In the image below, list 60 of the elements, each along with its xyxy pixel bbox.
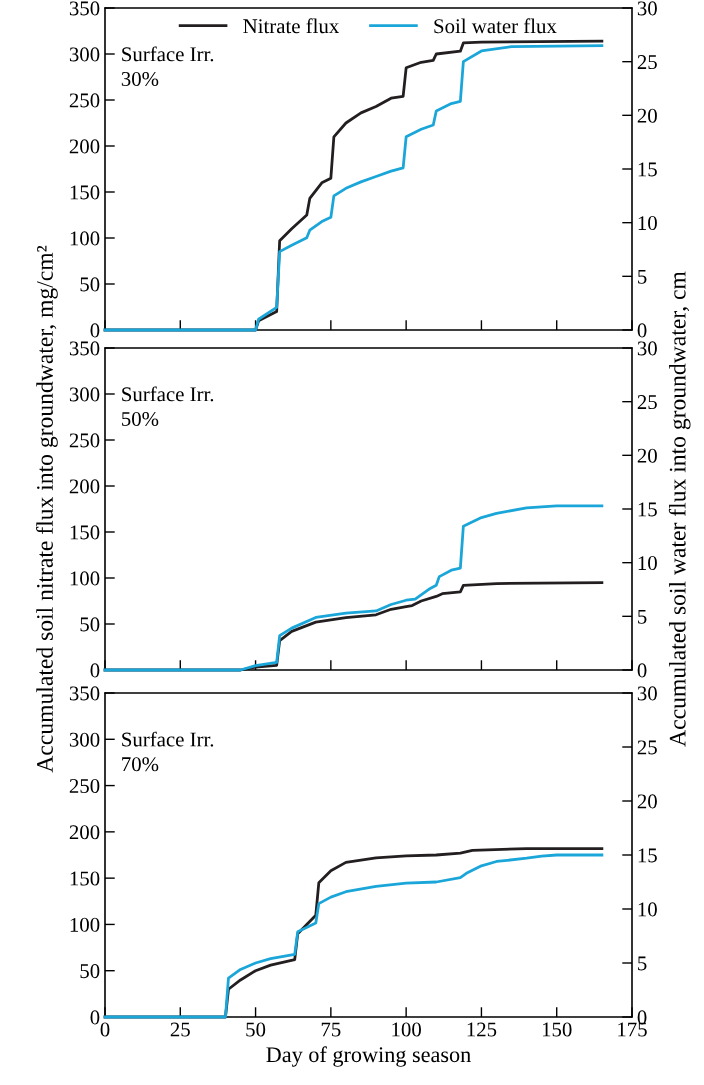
y-tick-label: 250 — [69, 778, 100, 793]
y-tick-label: 150 — [70, 871, 100, 886]
y-tick-label: 300 — [69, 732, 100, 747]
y2-tick-label: 15 — [638, 502, 657, 517]
y-tick-label: 200 — [69, 139, 100, 154]
y2-axis-title: Accumulated soil water flux into groundwater, cm — [668, 271, 691, 747]
y2-tick-label: 25 — [637, 55, 657, 70]
y-tick-label: 200 — [69, 825, 100, 840]
y-tick-label: 150 — [70, 525, 100, 540]
y-tick-label: 350 — [69, 341, 100, 356]
y-tick-label: 200 — [69, 479, 100, 494]
y2-tick-label: 10 — [638, 216, 657, 231]
x-tick-label: 75 — [321, 1022, 341, 1037]
y2-tick-label: 20 — [637, 108, 657, 123]
y2-tick-label: 10 — [638, 902, 657, 917]
y-tick-label: 0 — [90, 323, 100, 338]
x-tick-label: 125 — [467, 1022, 497, 1037]
legend-label: Soil water flux — [434, 18, 557, 34]
y-tick-label: 0 — [90, 663, 100, 678]
y2-tick-label: 0 — [637, 323, 647, 338]
y-tick-label: 350 — [69, 686, 100, 701]
y2-tick-label: 5 — [638, 609, 647, 624]
y-axis-title: Accumulated soil nitrate flux into groundwater, mg/cm² — [36, 245, 58, 773]
y-tick-label: 50 — [80, 617, 100, 632]
y2-tick-label: 20 — [637, 794, 657, 809]
y-tick-label: 300 — [69, 387, 100, 402]
y2-tick-label: 5 — [638, 269, 647, 284]
y-tick-label: 100 — [70, 917, 100, 932]
x-tick-label: 25 — [170, 1022, 190, 1037]
y2-tick-label: 30 — [637, 1, 657, 16]
y2-tick-label: 20 — [637, 448, 657, 463]
y-tick-label: 250 — [69, 433, 100, 448]
y-tick-label: 150 — [70, 185, 100, 200]
y-tick-label: 50 — [80, 277, 100, 292]
x-axis-title: Day of growing season — [266, 1046, 471, 1067]
legend-label: Nitrate flux — [243, 18, 340, 34]
y2-tick-label: 5 — [638, 956, 647, 971]
y2-tick-label: 10 — [638, 556, 657, 571]
y2-tick-label: 25 — [637, 395, 657, 410]
x-tick-label: 100 — [392, 1022, 421, 1037]
x-tick-label: 50 — [246, 1022, 266, 1037]
annotation: Surface Irr. 30% — [121, 46, 214, 87]
y2-tick-label: 30 — [637, 341, 657, 356]
y-tick-label: 50 — [80, 964, 100, 979]
y-tick-label: 100 — [70, 571, 100, 586]
y-tick-label: 250 — [69, 93, 100, 108]
x-tick-label: 150 — [542, 1022, 572, 1037]
y2-tick-label: 25 — [637, 740, 657, 755]
y-tick-label: 0 — [90, 1010, 100, 1025]
line-series — [103, 504, 604, 672]
y-tick-label: 100 — [70, 231, 100, 246]
y2-tick-label: 0 — [637, 663, 647, 678]
y2-tick-label: 30 — [637, 686, 657, 701]
y2-tick-label: 15 — [638, 162, 657, 177]
y-tick-label: 300 — [69, 47, 100, 62]
y2-tick-label: 15 — [638, 848, 657, 863]
y-tick-label: 350 — [69, 1, 100, 16]
annotation: Surface Irr. 70% — [122, 731, 214, 772]
annotation: Surface Irr. 50% — [122, 386, 214, 427]
x-tick-label: 0 — [100, 1022, 110, 1037]
